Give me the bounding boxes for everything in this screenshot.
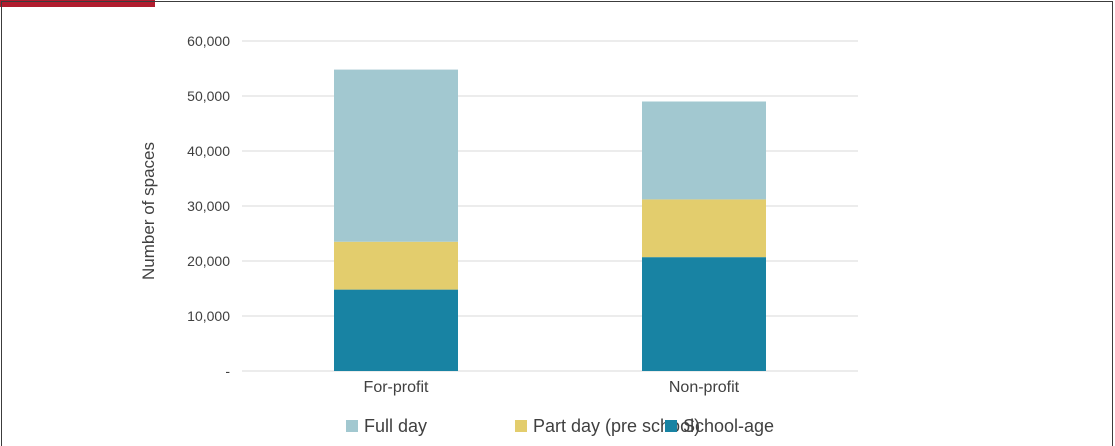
legend-label: Part day (pre school) (533, 416, 700, 436)
x-category-label: For-profit (364, 379, 429, 396)
bar-school-age-non-profit (642, 257, 766, 371)
y-axis-ticks: - 10,000 20,000 30,000 40,000 50,000 60,000 (187, 33, 230, 379)
bar-part-day-pre-school-non-profit (642, 199, 766, 258)
y-tick-label: 20,000 (187, 253, 230, 269)
y-tick-label: 50,000 (187, 88, 230, 104)
legend-swatch (665, 420, 677, 432)
x-axis-categories: For-profit Non-profit (364, 379, 740, 396)
bars (334, 69, 766, 371)
legend-swatch (515, 420, 527, 432)
legend-label: Full day (364, 416, 427, 436)
y-tick-label: - (225, 363, 230, 379)
y-axis-label: Number of spaces (139, 142, 158, 280)
legend-label: School-age (683, 416, 774, 436)
bar-full-day-non-profit (642, 101, 766, 200)
accent-bar (0, 0, 155, 7)
bar-part-day-pre-school-for-profit (334, 241, 458, 290)
y-tick-label: 30,000 (187, 198, 230, 214)
legend: Full day Part day (pre school)School-age (346, 416, 774, 436)
bar-full-day-for-profit (334, 69, 458, 242)
bar-school-age-for-profit (334, 289, 458, 371)
x-category-label: Non-profit (669, 379, 740, 396)
y-tick-label: 40,000 (187, 143, 230, 159)
legend-swatch (346, 420, 358, 432)
y-tick-label: 60,000 (187, 33, 230, 49)
y-tick-label: 10,000 (187, 308, 230, 324)
